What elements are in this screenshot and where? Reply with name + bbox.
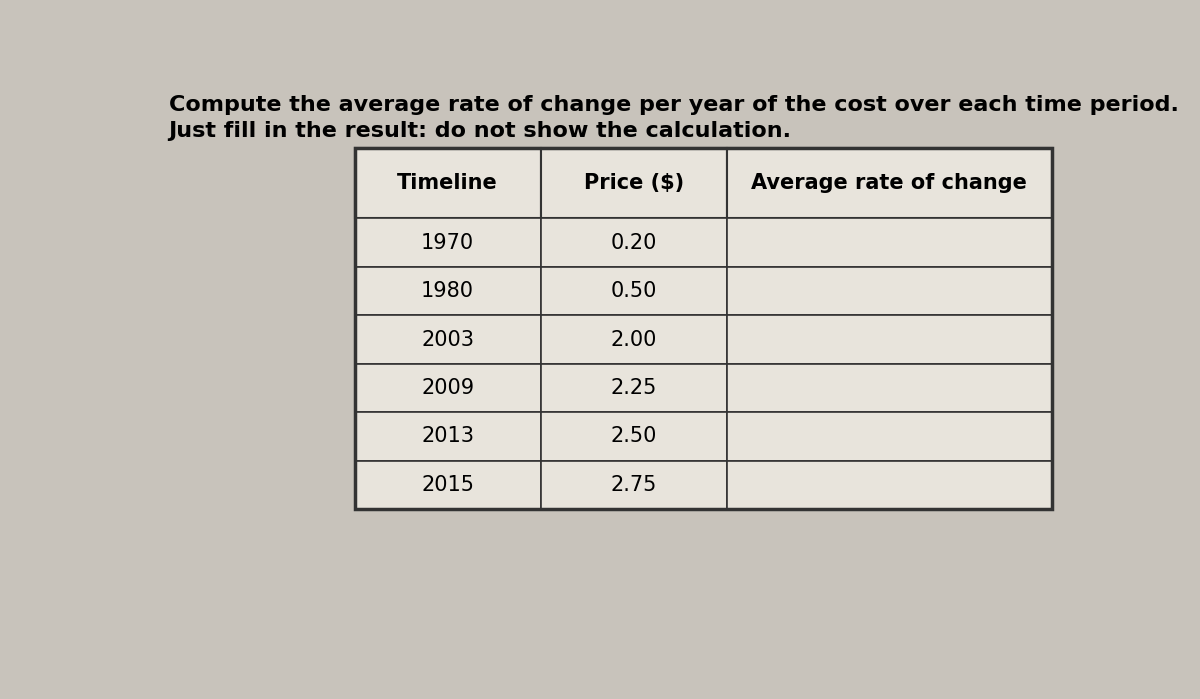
- FancyBboxPatch shape: [727, 412, 1052, 461]
- FancyBboxPatch shape: [541, 412, 727, 461]
- FancyBboxPatch shape: [355, 148, 541, 218]
- Text: Average rate of change: Average rate of change: [751, 173, 1027, 194]
- Text: Timeline: Timeline: [397, 173, 498, 194]
- FancyBboxPatch shape: [355, 267, 541, 315]
- Text: 0.20: 0.20: [611, 233, 656, 252]
- FancyBboxPatch shape: [727, 363, 1052, 412]
- FancyBboxPatch shape: [727, 218, 1052, 267]
- Text: 2.00: 2.00: [611, 329, 656, 350]
- FancyBboxPatch shape: [355, 461, 541, 509]
- Text: Price ($): Price ($): [583, 173, 684, 194]
- FancyBboxPatch shape: [541, 315, 727, 363]
- Text: 2.50: 2.50: [611, 426, 656, 447]
- Text: Compute the average rate of change per year of the cost over each time period.
J: Compute the average rate of change per y…: [168, 94, 1178, 141]
- Text: 2015: 2015: [421, 475, 474, 495]
- FancyBboxPatch shape: [355, 363, 541, 412]
- Text: 0.50: 0.50: [611, 281, 656, 301]
- FancyBboxPatch shape: [541, 363, 727, 412]
- FancyBboxPatch shape: [541, 218, 727, 267]
- Text: 2003: 2003: [421, 329, 474, 350]
- Text: 2.25: 2.25: [611, 378, 656, 398]
- FancyBboxPatch shape: [355, 315, 541, 363]
- Text: 1980: 1980: [421, 281, 474, 301]
- FancyBboxPatch shape: [355, 412, 541, 461]
- Text: 1970: 1970: [421, 233, 474, 252]
- FancyBboxPatch shape: [727, 315, 1052, 363]
- FancyBboxPatch shape: [727, 461, 1052, 509]
- FancyBboxPatch shape: [355, 218, 541, 267]
- FancyBboxPatch shape: [541, 267, 727, 315]
- FancyBboxPatch shape: [727, 267, 1052, 315]
- Text: 2.75: 2.75: [611, 475, 656, 495]
- FancyBboxPatch shape: [541, 148, 727, 218]
- FancyBboxPatch shape: [727, 148, 1052, 218]
- Text: 2009: 2009: [421, 378, 474, 398]
- FancyBboxPatch shape: [541, 461, 727, 509]
- Text: 2013: 2013: [421, 426, 474, 447]
